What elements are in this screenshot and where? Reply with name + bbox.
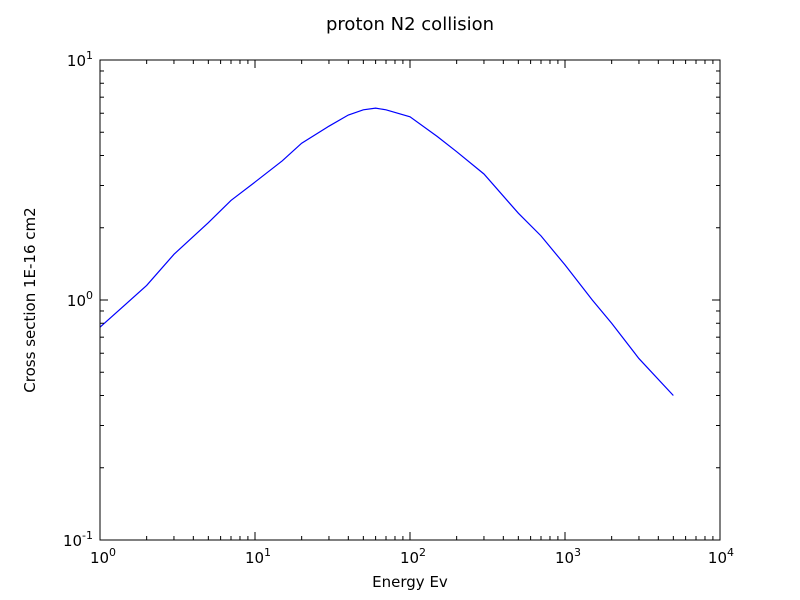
y-tick-label-base: 10 bbox=[63, 532, 82, 550]
y-tick-label-exponent: -1 bbox=[82, 529, 93, 542]
x-tick-label: 100 bbox=[90, 546, 116, 567]
x-tick-label: 102 bbox=[400, 546, 426, 567]
x-tick-label: 103 bbox=[555, 546, 581, 567]
y-tick-label-base: 10 bbox=[67, 292, 86, 310]
y-tick-label-exponent: 1 bbox=[86, 49, 93, 62]
y-tick-label: 100 bbox=[67, 289, 93, 310]
x-tick-label-exponent: 4 bbox=[727, 546, 734, 559]
y-tick-label: 101 bbox=[67, 49, 93, 70]
x-tick-label: 104 bbox=[708, 546, 734, 567]
x-tick-label-exponent: 3 bbox=[574, 546, 581, 559]
y-tick-label-base: 10 bbox=[67, 52, 86, 70]
x-tick-label-base: 10 bbox=[708, 549, 727, 567]
series-line-0 bbox=[99, 107, 674, 396]
chart-title: proton N2 collision bbox=[326, 14, 494, 35]
x-tick-label: 101 bbox=[245, 546, 271, 567]
x-tick-label-base: 10 bbox=[90, 549, 109, 567]
y-tick-label-exponent: 0 bbox=[86, 289, 93, 302]
x-axis-label: Energy Ev bbox=[372, 573, 448, 591]
y-tick-label: 10-1 bbox=[63, 529, 93, 550]
x-tick-label-base: 10 bbox=[555, 549, 574, 567]
x-tick-label-base: 10 bbox=[245, 549, 264, 567]
x-tick-label-exponent: 1 bbox=[264, 546, 271, 559]
x-tick-label-exponent: 0 bbox=[109, 546, 116, 559]
y-axis-label: Cross section 1E-16 cm2 bbox=[21, 207, 39, 392]
x-tick-label-base: 10 bbox=[400, 549, 419, 567]
x-tick-label-exponent: 2 bbox=[419, 546, 426, 559]
plot-area bbox=[99, 107, 674, 396]
axis-ticks bbox=[99, 59, 721, 541]
